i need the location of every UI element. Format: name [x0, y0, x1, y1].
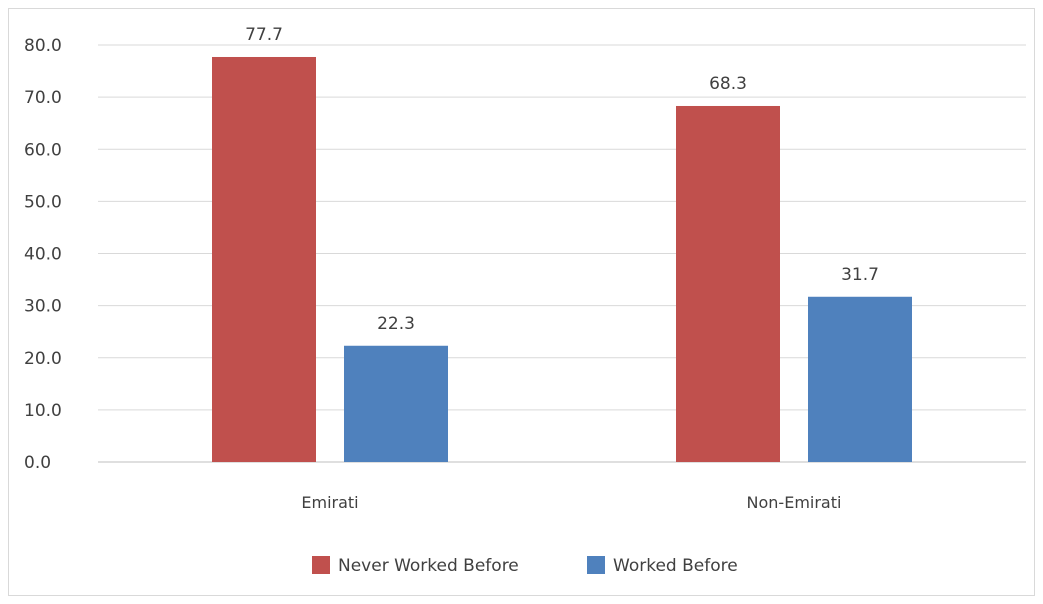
legend: Never Worked Before Worked Before: [312, 556, 738, 576]
category-label: Emirati: [301, 493, 358, 512]
data-label: 68.3: [709, 74, 747, 94]
bar-never-worked-before-non-emirati: [676, 105, 780, 462]
legend-swatch: [587, 556, 605, 574]
y-tick-label: 30.0: [24, 297, 62, 317]
legend-label: Worked Before: [613, 556, 738, 576]
bar-worked-before-emirati: [344, 345, 448, 462]
y-tick-label: 20.0: [24, 349, 62, 369]
data-labels: 77.7 22.3 68.3 31.7: [245, 25, 879, 334]
data-label: 22.3: [377, 314, 415, 334]
category-label: Non-Emirati: [747, 493, 842, 512]
legend-label: Never Worked Before: [338, 556, 519, 576]
y-tick-label: 60.0: [24, 140, 62, 160]
bar-never-worked-before-emirati: [212, 56, 316, 463]
data-label: 31.7: [841, 265, 879, 285]
bars: [212, 56, 912, 463]
y-tick-label: 70.0: [24, 88, 62, 108]
x-axis-category-labels: Emirati Non-Emirati: [301, 493, 841, 512]
legend-swatch: [312, 556, 330, 574]
bar-worked-before-non-emirati: [808, 296, 912, 462]
y-tick-label: 10.0: [24, 401, 62, 421]
y-axis-tick-labels: 0.0 10.0 20.0 30.0 40.0 50.0 60.0 70.0 80.0: [24, 36, 62, 473]
y-tick-label: 80.0: [24, 36, 62, 56]
y-tick-label: 40.0: [24, 245, 62, 265]
data-label: 77.7: [245, 25, 283, 45]
y-tick-label: 0.0: [24, 453, 51, 473]
y-tick-label: 50.0: [24, 192, 62, 212]
